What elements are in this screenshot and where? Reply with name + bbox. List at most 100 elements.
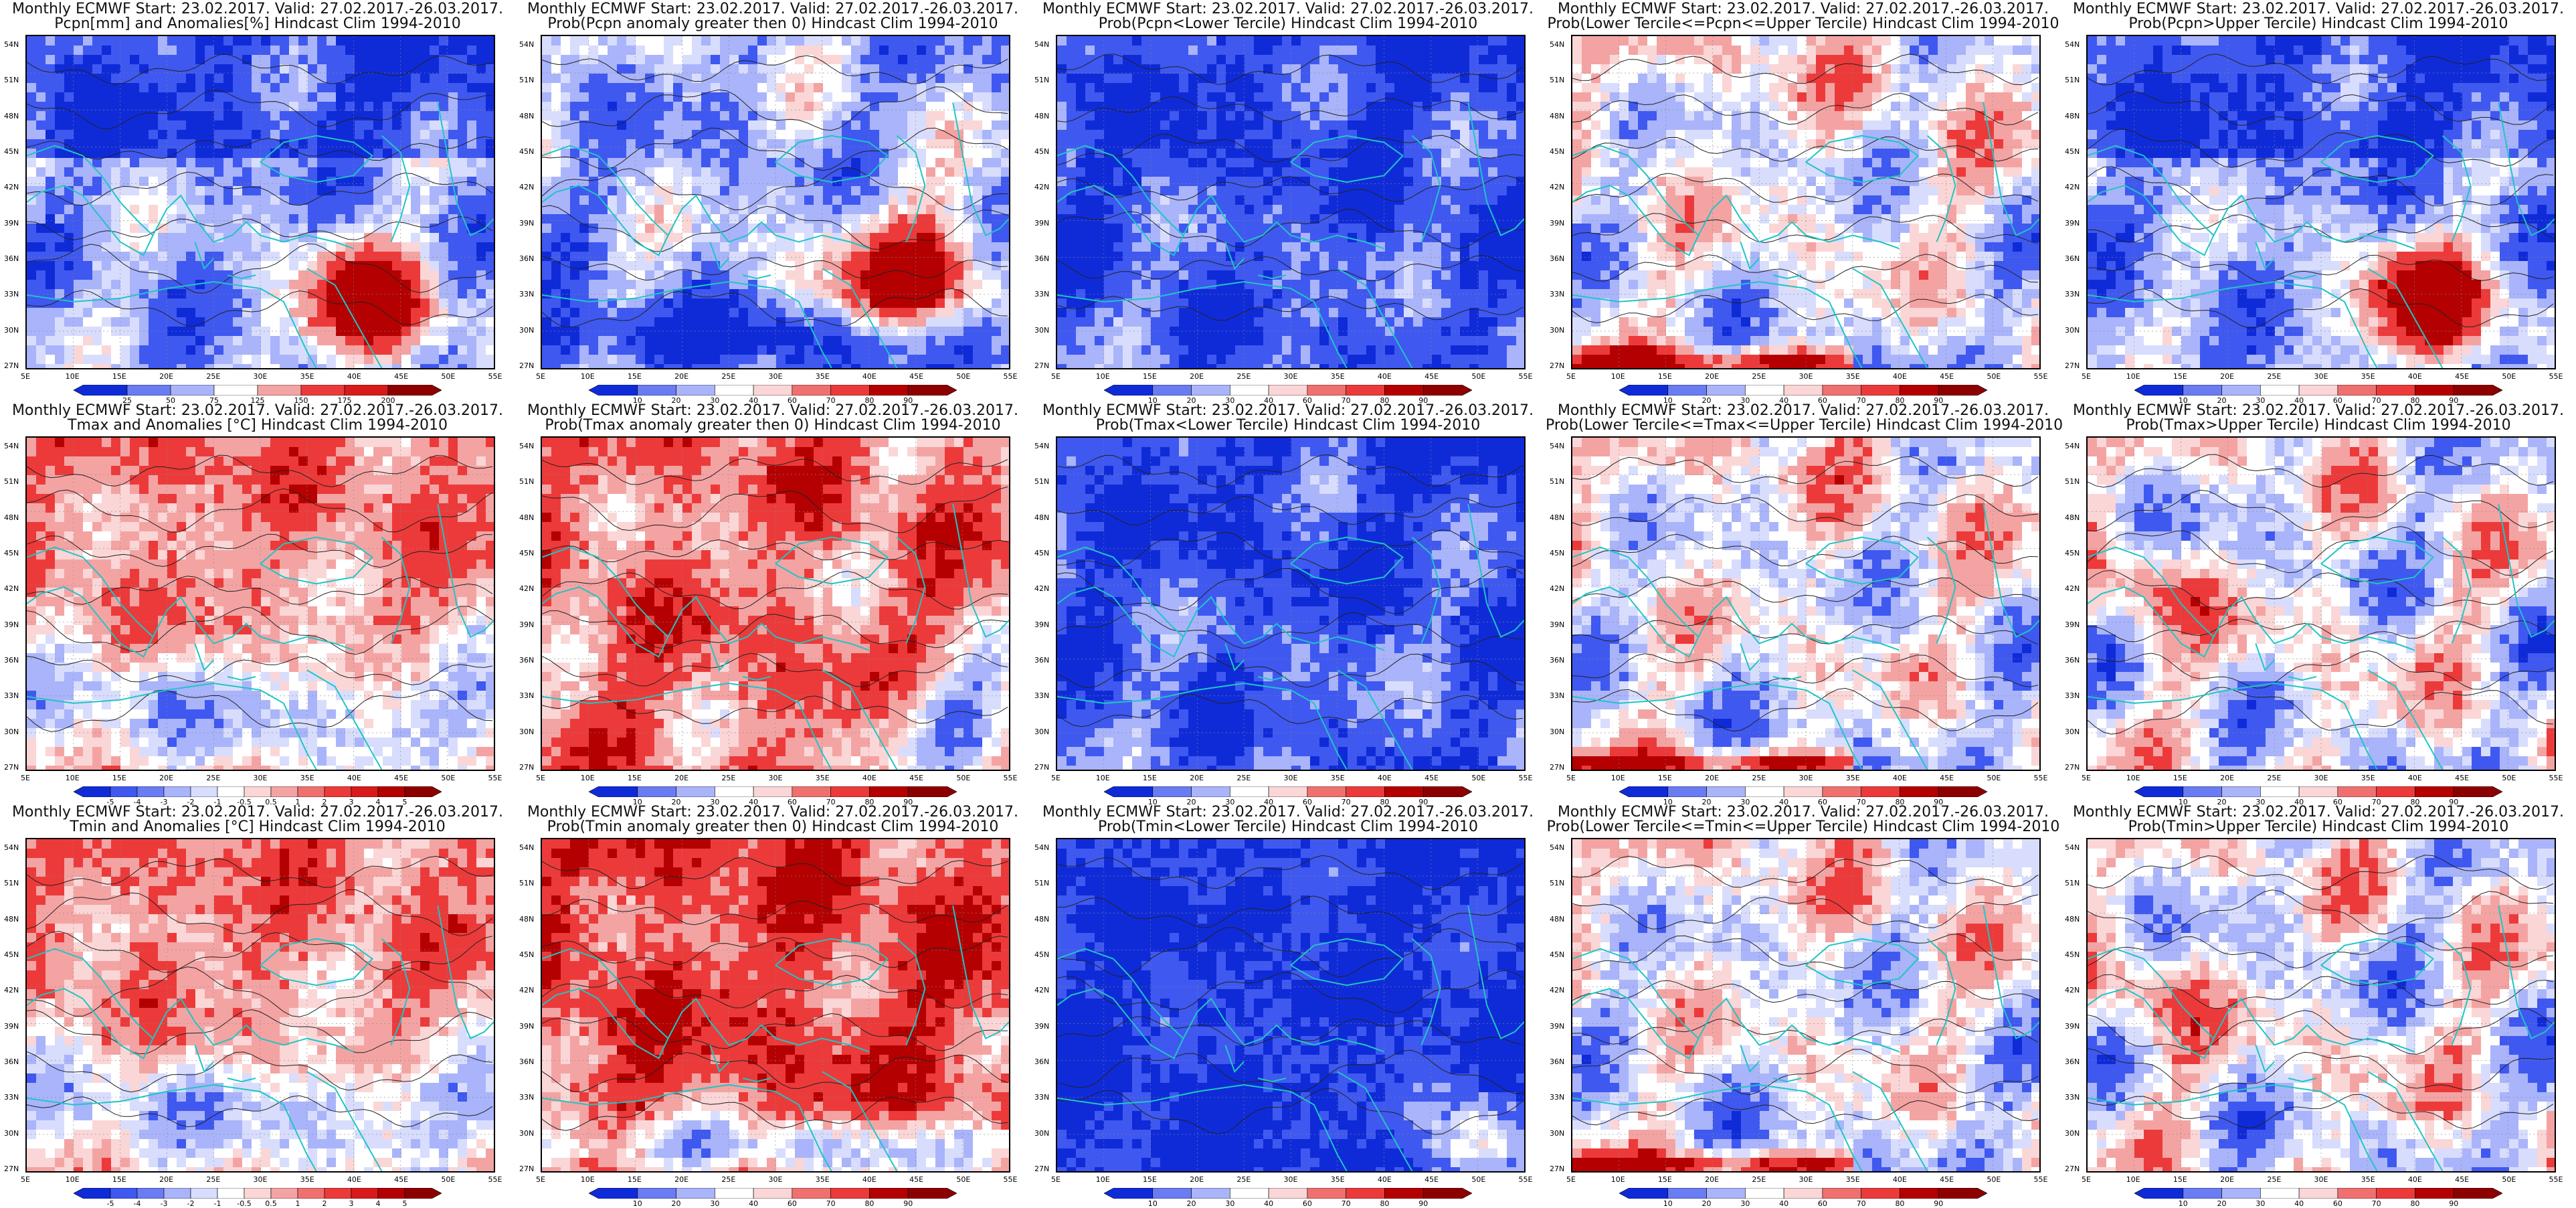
- lon-tick-label: 25E: [206, 372, 220, 381]
- lon-tick-label: 50E: [441, 372, 455, 381]
- lat-tick-label: 48N: [4, 513, 19, 522]
- lat-tick-label: 45N: [4, 950, 19, 959]
- lon-tick-label: 45E: [1940, 372, 1954, 381]
- map-area[interactable]: [1056, 436, 1526, 771]
- lat-tick-label: 51N: [2065, 879, 2080, 887]
- colorbar-label: 20: [672, 1199, 681, 1208]
- lat-tick-label: 36N: [519, 656, 534, 665]
- panel-title-line2: Prob(Lower Tercile<=Tmax<=Upper Tercile)…: [1546, 418, 2061, 434]
- lon-tick-label: 55E: [488, 774, 502, 782]
- lat-tick-label: 30N: [519, 727, 534, 736]
- lat-tick-label: 30N: [4, 326, 19, 335]
- lat-tick-label: 45N: [1034, 549, 1049, 557]
- lat-tick-label: 54N: [2065, 442, 2080, 450]
- lon-tick-label: 35E: [2361, 774, 2375, 782]
- lat-tick-label: 30N: [4, 1129, 19, 1138]
- lat-tick-label: 45N: [1550, 147, 1564, 156]
- lat-tick-label: 45N: [1034, 950, 1049, 959]
- map-area[interactable]: [1571, 436, 2041, 771]
- lat-tick-label: 39N: [4, 1022, 19, 1031]
- colorbar: [74, 1188, 442, 1199]
- map-area[interactable]: [541, 436, 1010, 771]
- lon-tick-label: 5E: [21, 372, 30, 381]
- lat-tick-label: 36N: [519, 254, 534, 263]
- lat-tick-label: 42N: [519, 183, 534, 191]
- map-canvas: [27, 839, 494, 1171]
- lat-tick-label: 42N: [2065, 986, 2080, 995]
- lon-tick-label: 40E: [862, 774, 877, 782]
- lon-tick-label: 25E: [721, 774, 735, 782]
- lat-tick-label: 27N: [2065, 1164, 2080, 1173]
- lat-tick-label: 36N: [1034, 254, 1049, 263]
- lat-tick-label: 27N: [1034, 361, 1049, 370]
- lat-tick-label: 27N: [1034, 763, 1049, 772]
- lon-tick-label: 10E: [1096, 372, 1110, 381]
- lon-tick-label: 30E: [1799, 1175, 1813, 1184]
- lon-tick-label: 15E: [1143, 774, 1157, 782]
- lon-tick-label: 35E: [1331, 774, 1345, 782]
- lon-tick-label: 50E: [2502, 372, 2516, 381]
- lon-tick-label: 30E: [1284, 774, 1298, 782]
- map-area[interactable]: [1056, 35, 1526, 369]
- lon-tick-label: 20E: [1190, 372, 1204, 381]
- lon-tick-label: 30E: [254, 774, 268, 782]
- lon-tick-label: 5E: [536, 372, 545, 381]
- colorbar-label: 80: [864, 1199, 874, 1208]
- lat-tick-label: 33N: [2065, 1093, 2080, 1102]
- lat-tick-label: 42N: [4, 584, 19, 593]
- lat-tick-label: 33N: [1550, 691, 1564, 700]
- map-area[interactable]: [2086, 35, 2556, 369]
- map-area[interactable]: [1571, 35, 2041, 369]
- lon-tick-label: 40E: [2408, 1175, 2422, 1184]
- map-area[interactable]: [541, 838, 1010, 1173]
- lon-tick-label: 20E: [2220, 774, 2234, 782]
- map-area[interactable]: [25, 35, 495, 369]
- lon-tick-label: 5E: [1566, 774, 1576, 782]
- lat-tick-label: 48N: [1550, 513, 1564, 522]
- lon-tick-label: 55E: [488, 372, 502, 381]
- lat-tick-label: 27N: [1034, 1164, 1049, 1173]
- colorbar: [2134, 1188, 2502, 1199]
- lat-tick-label: 51N: [1550, 879, 1564, 887]
- lat-tick-label: 36N: [1550, 1057, 1564, 1066]
- map-area[interactable]: [541, 35, 1010, 369]
- lon-tick-label: 30E: [254, 372, 268, 381]
- panel-title-line2: Pcpn[mm] and Anomalies[%] Hindcast Clim …: [0, 16, 515, 32]
- map-area[interactable]: [25, 436, 495, 771]
- lon-tick-label: 45E: [394, 372, 408, 381]
- lon-tick-label: 50E: [1471, 1175, 1485, 1184]
- map-area[interactable]: [25, 838, 495, 1173]
- lon-tick-label: 15E: [1658, 1175, 1672, 1184]
- map-area[interactable]: [2086, 436, 2556, 771]
- lat-tick-label: 33N: [1550, 1093, 1564, 1102]
- lat-tick-label: 27N: [519, 1164, 534, 1173]
- colorbar-label: 70: [826, 1199, 836, 1208]
- lon-tick-label: 30E: [2314, 774, 2328, 782]
- lat-tick-label: 30N: [1550, 326, 1564, 335]
- lon-tick-label: 35E: [2361, 1175, 2375, 1184]
- map-canvas: [1057, 438, 1524, 770]
- colorbar: [1104, 1188, 1472, 1199]
- lon-tick-label: 20E: [1705, 774, 1719, 782]
- lat-tick-label: 42N: [2065, 183, 2080, 191]
- lon-tick-label: 25E: [2267, 774, 2281, 782]
- lon-tick-label: 35E: [1331, 1175, 1345, 1184]
- lat-tick-label: 39N: [4, 219, 19, 228]
- lat-tick-label: 45N: [2065, 147, 2080, 156]
- lat-tick-label: 54N: [4, 40, 19, 49]
- colorbar-label: 0.5: [265, 1199, 277, 1208]
- map-area[interactable]: [1571, 838, 2041, 1173]
- lat-tick-label: 54N: [1034, 442, 1049, 450]
- lat-tick-label: 33N: [519, 1093, 534, 1102]
- lat-tick-label: 33N: [4, 691, 19, 700]
- lon-tick-label: 55E: [1519, 372, 1533, 381]
- map-area[interactable]: [2086, 838, 2556, 1173]
- panel-title-line2: Prob(Pcpn>Upper Tercile) Hindcast Clim 1…: [2061, 16, 2576, 32]
- lat-tick-label: 39N: [2065, 219, 2080, 228]
- lat-tick-label: 36N: [1034, 1057, 1049, 1066]
- lon-tick-label: 25E: [2267, 1175, 2281, 1184]
- map-area[interactable]: [1056, 838, 1526, 1173]
- lat-tick-label: 39N: [2065, 620, 2080, 629]
- lon-tick-label: 10E: [581, 1175, 595, 1184]
- lon-tick-label: 40E: [2408, 774, 2422, 782]
